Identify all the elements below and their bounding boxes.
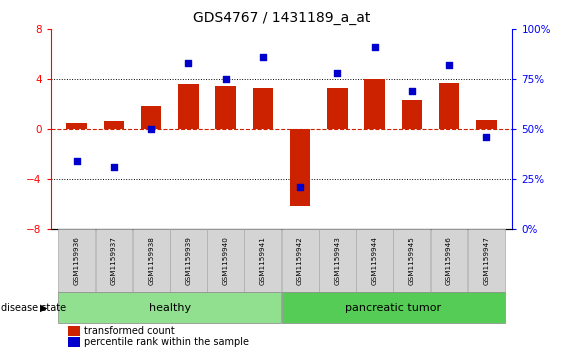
Bar	[431, 229, 467, 292]
Point	[370, 44, 379, 50]
Bar	[282, 229, 319, 292]
Bar	[356, 229, 393, 292]
Bar	[59, 292, 282, 323]
Text: GSM1159945: GSM1159945	[409, 236, 415, 285]
Bar	[319, 229, 356, 292]
Bar	[244, 229, 282, 292]
Point	[109, 164, 118, 170]
Point	[72, 158, 81, 164]
Bar	[364, 79, 385, 129]
Bar	[170, 229, 207, 292]
Bar	[59, 229, 95, 292]
Text: GSM1159944: GSM1159944	[372, 236, 378, 285]
Bar	[290, 129, 310, 206]
Text: GSM1159938: GSM1159938	[148, 236, 154, 285]
Bar	[96, 229, 132, 292]
Bar	[253, 88, 273, 129]
Text: transformed count: transformed count	[84, 326, 175, 336]
Bar	[104, 121, 124, 129]
Text: percentile rank within the sample: percentile rank within the sample	[84, 337, 249, 347]
Text: GSM1159936: GSM1159936	[74, 236, 80, 285]
Text: pancreatic tumor: pancreatic tumor	[345, 303, 441, 313]
Bar	[394, 229, 430, 292]
Text: GSM1159947: GSM1159947	[483, 236, 489, 285]
Bar	[476, 120, 497, 129]
Point	[147, 126, 156, 132]
Point	[184, 60, 193, 66]
Point	[482, 134, 491, 140]
Point	[333, 70, 342, 76]
Text: GSM1159939: GSM1159939	[185, 236, 191, 285]
Text: healthy: healthy	[149, 303, 191, 313]
Bar	[282, 292, 504, 323]
Point	[258, 54, 267, 60]
Text: GSM1159937: GSM1159937	[111, 236, 117, 285]
Text: ▶: ▶	[41, 303, 48, 313]
Bar	[327, 88, 347, 129]
Point	[296, 184, 305, 189]
Text: GSM1159946: GSM1159946	[446, 236, 452, 285]
Bar	[141, 106, 162, 129]
Bar	[216, 86, 236, 129]
Text: GSM1159940: GSM1159940	[222, 236, 229, 285]
Bar	[401, 100, 422, 129]
Text: disease state: disease state	[1, 303, 69, 313]
Title: GDS4767 / 1431189_a_at: GDS4767 / 1431189_a_at	[193, 11, 370, 25]
Bar	[439, 83, 459, 129]
Bar	[468, 229, 504, 292]
Text: GSM1159943: GSM1159943	[334, 236, 341, 285]
Bar	[207, 229, 244, 292]
Bar	[178, 84, 199, 129]
Point	[221, 76, 230, 82]
Point	[407, 88, 416, 94]
Text: GSM1159942: GSM1159942	[297, 236, 303, 285]
Point	[445, 62, 454, 68]
Bar	[133, 229, 169, 292]
Bar	[66, 123, 87, 129]
Text: GSM1159941: GSM1159941	[260, 236, 266, 285]
